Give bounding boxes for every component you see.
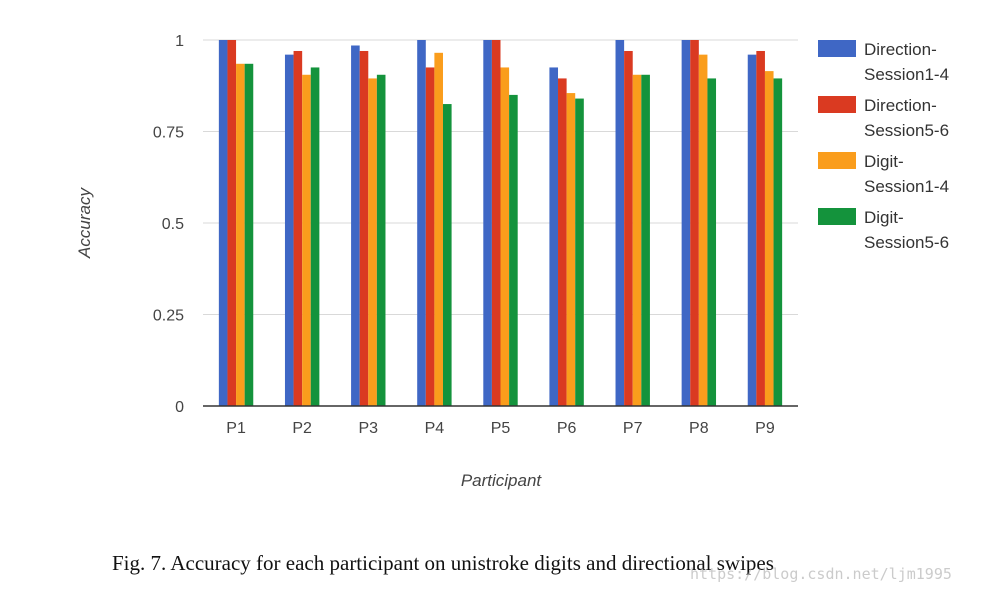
y-tick-label: 0	[175, 399, 184, 416]
y-axis-title: Accuracy	[75, 187, 94, 259]
bar-P2-1	[293, 50, 303, 406]
bar-P4-1	[425, 67, 435, 406]
bars	[218, 40, 783, 407]
bar-P1-0	[218, 40, 228, 406]
x-tick-label: P8	[689, 420, 709, 437]
legend-label: Session1-4	[864, 65, 949, 84]
bar-P8-0	[681, 40, 691, 406]
bar-P7-2	[632, 74, 642, 407]
legend-label: Session5-6	[864, 233, 949, 252]
x-tick-label: P2	[292, 420, 312, 437]
bar-P9-3	[773, 78, 783, 407]
legend-swatch	[818, 96, 856, 113]
y-tick-label: 0.5	[162, 216, 184, 233]
x-axis-title: Participant	[461, 471, 543, 490]
x-tick-label: P6	[557, 420, 577, 437]
bar-P8-3	[707, 78, 717, 407]
bar-P9-2	[764, 71, 774, 407]
y-tick-labels: 0 0.25 0.5 0.75 1	[153, 33, 184, 416]
bar-P1-2	[236, 63, 245, 406]
bar-P4-0	[417, 40, 426, 406]
bar-P1-1	[227, 40, 237, 406]
legend-label: Direction-	[864, 96, 937, 115]
bar-P5-0	[483, 40, 492, 406]
bar-P5-3	[509, 94, 518, 407]
bar-P4-2	[434, 52, 443, 407]
bar-P9-0	[747, 54, 757, 406]
bar-P2-3	[310, 67, 320, 406]
bar-P2-2	[302, 74, 311, 407]
bar-P7-0	[615, 40, 625, 406]
x-tick-label: P4	[425, 420, 445, 437]
legend-swatch	[818, 152, 856, 169]
x-tick-labels: P1 P2 P3 P4 P5 P6 P7 P8 P9	[226, 420, 775, 437]
y-tick-label: 0.25	[153, 308, 184, 325]
legend-swatch	[818, 40, 856, 57]
bar-P9-1	[756, 50, 765, 406]
x-tick-label: P9	[755, 420, 775, 437]
bar-P3-3	[376, 74, 386, 407]
bar-P7-1	[624, 50, 633, 406]
bar-P3-1	[359, 50, 369, 406]
bar-P2-0	[284, 54, 294, 406]
bar-P4-3	[442, 104, 452, 407]
y-tick-label: 1	[175, 33, 184, 50]
legend-label: Session5-6	[864, 121, 949, 140]
bar-P6-3	[575, 98, 584, 406]
bar-P3-0	[351, 45, 360, 407]
y-tick-label: 0.75	[153, 125, 184, 142]
x-tick-label: P7	[623, 420, 643, 437]
legend-label: Direction-	[864, 40, 937, 59]
bar-P6-1	[558, 78, 567, 407]
bar-P3-2	[368, 78, 377, 407]
bar-P7-3	[641, 74, 650, 407]
figure-caption: Fig. 7. Accuracy for each participant on…	[112, 551, 774, 575]
legend-label: Digit-	[864, 152, 904, 171]
bar-P5-1	[491, 40, 501, 406]
bar-P1-3	[244, 63, 254, 406]
bar-P8-1	[690, 40, 699, 406]
legend-label: Session1-4	[864, 177, 949, 196]
bar-P5-2	[500, 67, 510, 406]
legend-label: Digit-	[864, 208, 904, 227]
bar-P8-2	[698, 54, 708, 406]
watermark-url: https://blog.csdn.net/ljm1995	[690, 565, 952, 583]
x-tick-label: P5	[491, 420, 511, 437]
x-tick-label: P3	[358, 420, 378, 437]
bar-P6-0	[549, 67, 559, 406]
legend-swatch	[818, 208, 856, 225]
x-tick-label: P1	[226, 420, 246, 437]
bar-P6-2	[566, 93, 576, 406]
legend: Direction- Session1-4 Direction- Session5-6…	[818, 40, 949, 252]
